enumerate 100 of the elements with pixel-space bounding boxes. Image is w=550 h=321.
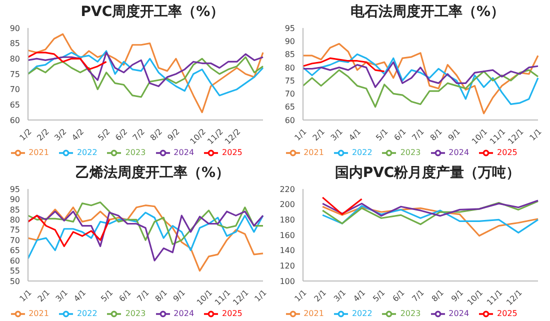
chart-title: 电石法周度开工率（%）: [349, 2, 506, 22]
x-tick-label: 2/1: [312, 288, 328, 304]
y-tick-label: 85: [10, 204, 20, 214]
y-tick-label: 140: [280, 246, 295, 255]
y-tick-label: 65: [10, 246, 20, 255]
y-tick-label: 80: [10, 215, 20, 224]
legend-label: 2024: [174, 308, 194, 318]
y-tick-label: 80: [284, 63, 295, 72]
line-series: [27, 52, 264, 88]
y-tick-label: 75: [284, 76, 295, 86]
y-tick-label: 220: [280, 184, 295, 194]
legend-label: 2022: [76, 308, 98, 318]
y-tick-label: 70: [10, 235, 20, 244]
y-tick-label: 95: [10, 184, 20, 194]
x-tick-label: 5/1: [371, 288, 387, 304]
x-tick-label: 8/1: [430, 288, 446, 304]
y-tick-label: 180: [280, 215, 295, 224]
y-tick-label: 55: [10, 266, 20, 276]
y-tick-label: 75: [10, 70, 20, 79]
chart-title: 国内PVC粉月度产量（万吨）: [334, 164, 522, 182]
legend-label: 2021: [304, 148, 324, 158]
x-tick-label: 1/1: [18, 288, 34, 304]
y-tick-label: 160: [280, 230, 295, 240]
x-tick-label: 4/1: [347, 127, 363, 143]
x-tick-label: 3/2: [52, 127, 68, 143]
y-tick-label: 90: [10, 194, 20, 204]
legend-label: 2023: [125, 148, 146, 158]
legend-label: 2024: [448, 308, 470, 318]
x-tick-label: 1/1: [292, 127, 308, 143]
line-series: [302, 61, 539, 88]
line-series: [302, 42, 539, 114]
x-tick-label: 9/1: [450, 288, 466, 304]
y-tick-label: 70: [10, 85, 20, 94]
legend-label: 2024: [448, 148, 470, 158]
y-tick-label: 80: [10, 54, 20, 64]
x-tick-label: 5/1: [374, 127, 390, 143]
legend-label: 2022: [352, 308, 372, 318]
legend-label: 2022: [76, 148, 98, 158]
line-series: [322, 199, 539, 216]
x-tick-label: 6/1: [392, 127, 408, 143]
y-tick-label: 60: [10, 256, 20, 265]
x-tick-label: 8/1: [154, 288, 170, 304]
legend-label: 2021: [304, 308, 324, 318]
legend-label: 2023: [400, 308, 421, 318]
y-tick-label: 50: [10, 276, 20, 286]
y-tick-label: 60: [284, 116, 295, 125]
x-tick-label: 6/1: [390, 288, 406, 304]
y-tick-label: 120: [280, 261, 295, 270]
x-tick-label: 5/1: [99, 288, 115, 304]
y-tick-label: 90: [10, 24, 20, 33]
y-tick-label: 75: [10, 225, 20, 234]
y-tick-label: 85: [10, 39, 20, 48]
legend-label: 2021: [28, 308, 49, 318]
legend-label: 2022: [352, 148, 372, 158]
chart-title: 乙烯法周度开工率（%）: [74, 164, 231, 182]
line-series: [27, 214, 110, 247]
y-tick-label: 70: [284, 90, 295, 99]
x-tick-label: 3/1: [54, 288, 70, 304]
x-tick-label: 3/1: [329, 127, 345, 143]
y-tick-label: 100: [280, 276, 295, 286]
x-tick-label: 7/1: [410, 288, 426, 304]
x-tick-label: 9/1: [446, 127, 462, 143]
y-tick-label: 60: [10, 116, 20, 125]
x-tick-label: 2/1: [36, 288, 52, 304]
x-tick-label: 1/1: [292, 288, 308, 304]
line-series: [27, 50, 264, 96]
x-tick-label: 1/1: [528, 127, 544, 143]
legend-label: 2023: [400, 148, 421, 158]
x-tick-label: 7/1: [410, 127, 426, 143]
x-tick-label: 1/1: [252, 288, 268, 304]
legend-label: 2025: [222, 148, 242, 158]
y-tick-label: 85: [284, 50, 295, 60]
x-tick-label: 2/2: [35, 127, 51, 143]
line-series: [302, 69, 539, 108]
legend-label: 2024: [174, 148, 194, 158]
line-series: [302, 57, 386, 72]
line-series: [27, 56, 264, 98]
legend-label: 2025: [497, 308, 518, 318]
x-tick-label: 3/1: [332, 288, 348, 304]
x-tick-label: 4/1: [72, 288, 88, 304]
y-tick-label: 65: [10, 100, 20, 110]
x-tick-label: 1/2: [18, 127, 34, 143]
y-tick-label: 90: [284, 36, 295, 46]
x-tick-label: 6/1: [117, 288, 133, 304]
x-tick-label: 8/1: [428, 127, 444, 143]
x-tick-label: 7/1: [135, 288, 151, 304]
legend-label: 2023: [125, 308, 146, 318]
line-series: [27, 204, 264, 272]
line-series: [27, 33, 264, 114]
line-series: [27, 200, 264, 244]
x-tick-label: 4/2: [70, 127, 86, 143]
line-series: [27, 52, 108, 70]
x-tick-label: 9/1: [172, 288, 188, 304]
y-tick-label: 95: [284, 24, 295, 33]
x-tick-label: 6/2: [114, 127, 130, 143]
legend-label: 2021: [28, 148, 49, 158]
line-series: [322, 200, 539, 225]
x-tick-label: 2/1: [311, 127, 327, 143]
legend-label: 2025: [497, 148, 518, 158]
x-tick-label: 9/2: [166, 127, 182, 143]
